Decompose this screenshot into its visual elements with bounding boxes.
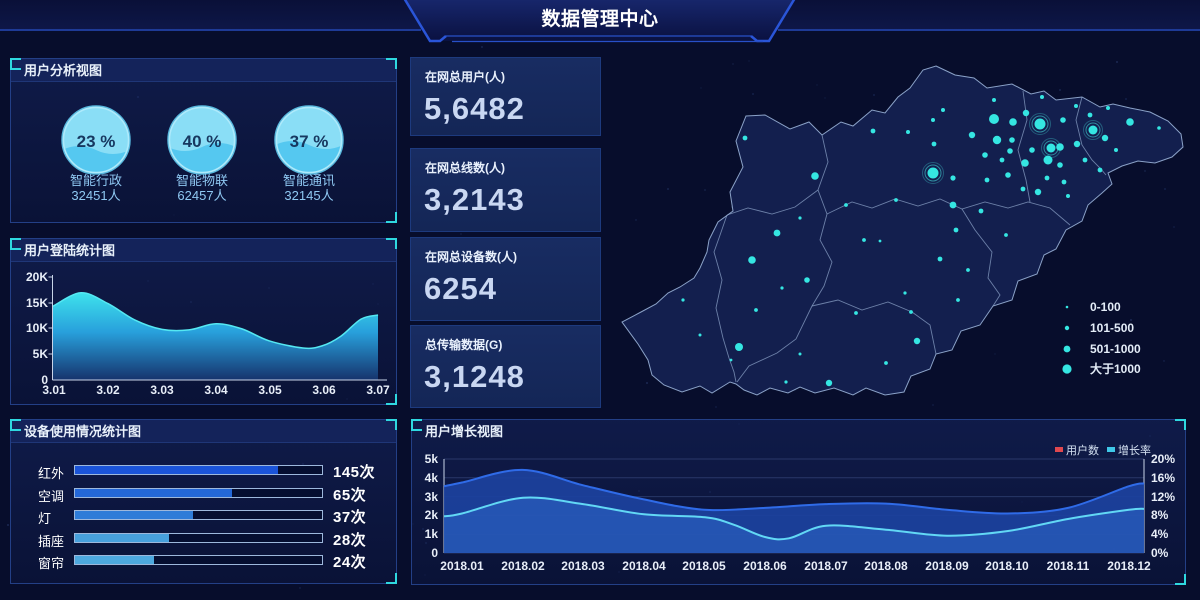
svg-text:12%: 12%: [1151, 490, 1175, 504]
svg-text:3.02: 3.02: [96, 383, 120, 397]
svg-text:智能通讯: 智能通讯: [283, 173, 335, 188]
svg-text:10K: 10K: [26, 321, 48, 335]
svg-text:40 %: 40 %: [183, 132, 222, 151]
svg-text:2018.07: 2018.07: [804, 559, 848, 573]
svg-text:5K: 5K: [33, 347, 49, 361]
svg-text:智能物联: 智能物联: [176, 173, 228, 188]
svg-text:1k: 1k: [425, 527, 439, 541]
svg-text:3.03: 3.03: [150, 383, 174, 397]
svg-text:2k: 2k: [425, 508, 439, 522]
svg-text:4%: 4%: [1151, 527, 1169, 541]
svg-text:2018.03: 2018.03: [561, 559, 605, 573]
svg-text:用户数: 用户数: [1066, 443, 1099, 457]
svg-text:智能行政: 智能行政: [70, 173, 122, 188]
svg-text:16%: 16%: [1151, 471, 1175, 485]
svg-text:5k: 5k: [425, 452, 439, 466]
svg-text:3.04: 3.04: [204, 383, 228, 397]
svg-text:3k: 3k: [425, 490, 439, 504]
svg-text:2018.11: 2018.11: [1047, 559, 1090, 573]
svg-text:0%: 0%: [1151, 546, 1169, 560]
svg-text:3.06: 3.06: [312, 383, 336, 397]
svg-text:15K: 15K: [26, 296, 48, 310]
svg-text:0-100: 0-100: [1090, 300, 1121, 314]
svg-text:20%: 20%: [1151, 452, 1175, 466]
svg-text:2018.06: 2018.06: [743, 559, 787, 573]
svg-text:0: 0: [41, 373, 48, 387]
svg-text:2018.04: 2018.04: [622, 559, 666, 573]
svg-text:62457人: 62457人: [177, 188, 226, 203]
svg-text:37 %: 37 %: [290, 132, 329, 151]
svg-text:2018.12: 2018.12: [1107, 559, 1151, 573]
svg-text:20K: 20K: [26, 270, 48, 284]
svg-text:2018.05: 2018.05: [682, 559, 726, 573]
svg-text:8%: 8%: [1151, 508, 1169, 522]
svg-text:2018.02: 2018.02: [501, 559, 545, 573]
svg-text:2018.08: 2018.08: [864, 559, 908, 573]
svg-text:4k: 4k: [425, 471, 439, 485]
svg-text:501-1000: 501-1000: [1090, 342, 1141, 356]
svg-text:增长率: 增长率: [1118, 443, 1151, 457]
svg-text:3.01: 3.01: [42, 383, 66, 397]
svg-text:大于1000: 大于1000: [1090, 361, 1141, 376]
svg-text:2018.09: 2018.09: [925, 559, 969, 573]
svg-text:23 %: 23 %: [77, 132, 116, 151]
svg-text:2018.10: 2018.10: [985, 559, 1029, 573]
svg-text:32145人: 32145人: [284, 188, 333, 203]
svg-text:3.07: 3.07: [366, 383, 390, 397]
svg-text:2018.01: 2018.01: [440, 559, 484, 573]
svg-text:101-500: 101-500: [1090, 321, 1134, 335]
svg-text:0: 0: [431, 546, 438, 560]
svg-text:3.05: 3.05: [258, 383, 282, 397]
svg-text:32451人: 32451人: [71, 188, 120, 203]
